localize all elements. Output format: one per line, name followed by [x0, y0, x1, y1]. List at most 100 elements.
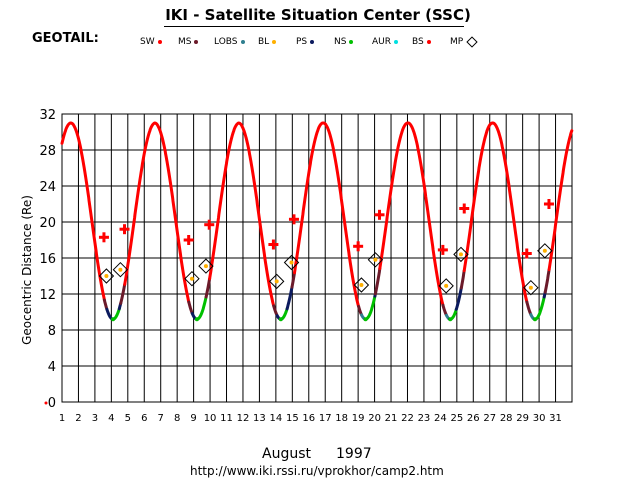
magnetopause-marker — [523, 279, 539, 296]
x-tick-label: 20 — [368, 413, 381, 424]
legend-label: SW — [140, 37, 155, 47]
bow-shock-marker — [543, 199, 554, 209]
orbit-segment — [123, 121, 191, 304]
legend-sw-dot-icon — [157, 39, 162, 44]
legend-label: MS — [178, 37, 192, 47]
orbit-segment — [285, 285, 294, 311]
satellite-label: GEOTAIL: — [32, 31, 99, 46]
magnetopause-marker — [438, 278, 454, 294]
y-tick-label: 16 — [39, 252, 56, 267]
legend-lobs-dot-icon — [240, 39, 245, 44]
perigee-dot — [194, 317, 199, 322]
x-tick-label: 14 — [270, 413, 283, 424]
orbit-segment — [378, 121, 445, 307]
title-underline — [164, 26, 464, 27]
legend-item-lobs: LOBS — [214, 37, 245, 47]
magnetopause-marker — [537, 243, 553, 259]
orbit-segment — [543, 268, 551, 294]
magnetopause-marker — [367, 252, 384, 268]
legend-label: LOBS — [214, 37, 238, 47]
y-axis-label: Geocentric Distance (Re) — [20, 195, 34, 345]
x-tick-label: 11 — [220, 413, 233, 424]
perigee-dot — [448, 317, 453, 322]
plot-frame — [61, 113, 573, 403]
magnetopause-marker — [198, 258, 214, 274]
x-tick-label: 19 — [352, 413, 365, 424]
bow-shock-marker — [98, 232, 109, 243]
year-label: 1997 — [336, 446, 372, 462]
x-tick-label: 26 — [467, 413, 480, 424]
orbit-segment — [290, 271, 296, 289]
x-tick-label: 9 — [190, 413, 196, 424]
x-tick-label: 6 — [141, 413, 147, 424]
legend-label: NS — [334, 37, 347, 47]
x-tick-label: 17 — [319, 413, 332, 424]
legend-item-ms: MS — [178, 37, 199, 47]
x-tick-label: 23 — [418, 413, 431, 424]
legend-item-sw: SW — [140, 37, 162, 47]
orbit-segment — [459, 269, 466, 290]
orbit-segment — [373, 267, 382, 296]
bow-shock-marker — [374, 209, 385, 220]
orbit-segment — [449, 307, 458, 321]
magnetopause-marker — [353, 277, 370, 293]
legend-bs-dot-icon — [426, 39, 431, 44]
orbit-segment — [60, 121, 106, 302]
orbit-segment — [187, 300, 194, 315]
perigee-dot — [111, 317, 115, 322]
legend-label: BL — [258, 37, 270, 47]
legend-item-bl: BL — [258, 37, 277, 47]
x-tick-label: 10 — [204, 413, 217, 424]
x-tick-label: 18 — [335, 413, 348, 424]
orbit-segment — [365, 294, 377, 321]
orbit-segment — [525, 300, 533, 317]
month-label: August — [262, 446, 311, 462]
orbit-segment — [547, 129, 574, 272]
orbit-segment — [112, 307, 121, 321]
x-tick-label: 8 — [174, 413, 180, 424]
x-tick-label: 30 — [533, 413, 546, 424]
x-tick-label: 5 — [125, 413, 131, 424]
orbit-segment — [119, 282, 127, 305]
legend-label: PS — [296, 37, 308, 47]
x-tick-label: 28 — [500, 413, 513, 424]
bow-shock-marker — [268, 239, 279, 250]
legend-item-bs: BS — [412, 37, 431, 47]
source-url: http://www.iki.rssi.ru/vprokhor/camp2.ht… — [190, 464, 444, 478]
x-tick-label: 13 — [253, 413, 266, 424]
legend-item-aur: AUR — [372, 37, 398, 47]
legend-ps-dot-icon — [310, 39, 315, 44]
magnetopause-marker — [268, 273, 285, 290]
x-tick-label: 3 — [92, 413, 98, 424]
y-tick-label: 32 — [39, 108, 56, 123]
bow-shock-marker — [119, 224, 130, 235]
bow-shock-marker — [437, 244, 448, 255]
perigee-dot — [363, 317, 368, 322]
y-tick-label: 24 — [39, 180, 56, 195]
x-tick-label: 2 — [75, 413, 81, 424]
bow-shock-marker — [204, 219, 215, 230]
legend-aur-dot-icon — [394, 39, 398, 44]
x-tick-label: 7 — [158, 413, 164, 424]
perigee-dot — [278, 317, 283, 322]
bow-shock-marker — [521, 248, 532, 259]
orbit-segment — [462, 121, 529, 304]
orbit-segment — [208, 121, 276, 308]
bow-shock-marker — [288, 214, 299, 225]
legend-bl-dot-icon — [272, 39, 277, 44]
y-tick-label: 12 — [39, 288, 56, 303]
orbit-segment — [280, 307, 289, 321]
legend-label: BS — [412, 37, 424, 47]
origin-dot — [44, 401, 48, 405]
x-tick-label: 16 — [302, 413, 315, 424]
y-tick-label: 20 — [39, 216, 56, 231]
perigee-dot — [532, 317, 537, 322]
y-tick-label: 8 — [48, 324, 56, 339]
legend-item-ns: NS — [334, 37, 354, 47]
orbit-segment — [196, 295, 208, 321]
x-tick-label: 31 — [549, 413, 562, 424]
y-tick-label: 0 — [48, 396, 56, 411]
x-tick-label: 21 — [385, 413, 398, 424]
legend-label: MP — [450, 37, 464, 47]
x-tick-label: 22 — [401, 413, 414, 424]
